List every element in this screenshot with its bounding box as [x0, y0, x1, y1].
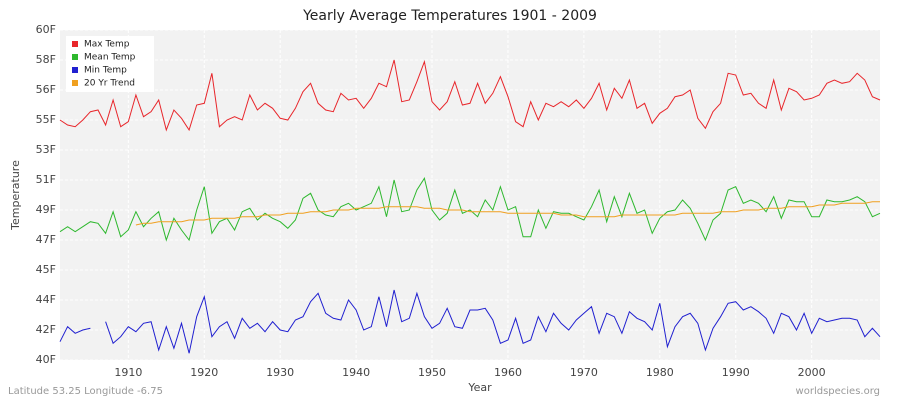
- plot-area: [60, 30, 880, 360]
- y-axis-label: Temperature: [9, 160, 22, 231]
- legend-label: 20 Yr Trend: [84, 79, 135, 89]
- x-tick-label: 1980: [646, 366, 674, 379]
- y-tick-label: 42F: [36, 323, 56, 336]
- x-tick-label: 1910: [114, 366, 142, 379]
- legend-swatch: [72, 80, 78, 86]
- x-tick-label: 1960: [494, 366, 522, 379]
- x-tick-label: 1950: [418, 366, 446, 379]
- x-tick-label: 1940: [342, 366, 370, 379]
- x-tick-label: 1970: [570, 366, 598, 379]
- y-tick-label: 56F: [36, 83, 56, 96]
- legend-swatch: [72, 41, 78, 47]
- footer-right: worldspecies.org: [796, 386, 880, 397]
- chart-title: Yearly Average Temperatures 1901 - 2009: [302, 8, 597, 24]
- x-tick-label: 1990: [722, 366, 750, 379]
- legend-label: Max Temp: [84, 40, 130, 50]
- legend-swatch: [72, 67, 78, 73]
- y-tick-label: 44F: [36, 293, 56, 306]
- series-line: [135, 201, 880, 226]
- y-tick-label: 51F: [36, 173, 56, 186]
- legend-box: [66, 36, 154, 92]
- y-tick-label: 47F: [36, 233, 56, 246]
- legend-swatch: [72, 54, 78, 60]
- y-tick-label: 55F: [36, 113, 56, 126]
- legend-label: Min Temp: [84, 66, 127, 76]
- x-tick-label: 2000: [798, 366, 826, 379]
- legend-label: Mean Temp: [84, 53, 136, 63]
- footer-left: Latitude 53.25 Longitude -6.75: [8, 386, 163, 397]
- y-tick-label: 60F: [36, 23, 56, 36]
- series-line: [59, 177, 881, 242]
- y-tick-label: 40F: [36, 353, 56, 366]
- y-tick-label: 49F: [36, 203, 56, 216]
- x-tick-label: 1920: [190, 366, 218, 379]
- y-tick-label: 58F: [36, 53, 56, 66]
- y-tick-label: 53F: [36, 143, 56, 156]
- series-line: [59, 289, 881, 354]
- y-tick-label: 45F: [36, 263, 56, 276]
- x-axis-label: Year: [467, 381, 492, 394]
- series-line: [59, 59, 881, 132]
- x-tick-label: 1930: [266, 366, 294, 379]
